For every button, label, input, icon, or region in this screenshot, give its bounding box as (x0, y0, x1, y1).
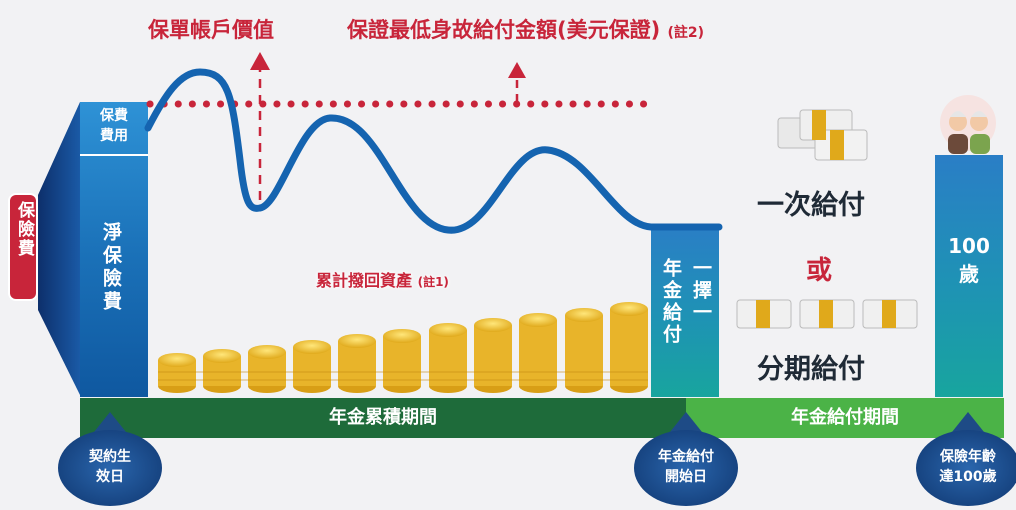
coin-stack-6 (383, 329, 421, 393)
coin-stack-2 (203, 349, 241, 393)
pin-contract-effective (58, 412, 162, 506)
payout-start-label: 年金給付開始日 (658, 449, 714, 485)
premium-column (80, 102, 148, 397)
annuity-payout-label: 年金給付 (660, 258, 682, 346)
money-bundle-icon-1 (736, 299, 792, 329)
coin-stack-9 (519, 313, 557, 393)
premium-fee-label: 保費費用 (100, 108, 128, 144)
account-value-label: 保單帳戶價值 (148, 18, 274, 42)
age-100-column (935, 155, 1003, 397)
coin-stack-8 (474, 318, 512, 393)
contract-effective-label: 契約生效日 (89, 449, 131, 485)
note2-label: (註2) (667, 25, 705, 41)
pin-payout-start (634, 412, 738, 506)
accumulation-period-label: 年金累積期間 (329, 407, 437, 428)
payout-bar (686, 398, 1004, 438)
coin-stack-7 (429, 323, 467, 393)
insured-age-100-label: 保險年齡達100歲 (939, 449, 997, 485)
coin-stack-1 (158, 353, 196, 393)
coin-stack-3 (248, 345, 286, 393)
age-100-label: 100歲 (948, 234, 990, 286)
coin-stack-5 (338, 334, 376, 393)
choose-one-label: 一擇一 (690, 258, 712, 324)
money-bundle-icon-2 (799, 299, 855, 329)
installment-label: 分期給付 (757, 354, 865, 385)
elderly-couple-icon (940, 95, 996, 154)
account-value-curve (144, 68, 723, 234)
coin-stack-10 (565, 308, 603, 393)
payout-period-label: 年金給付期間 (791, 407, 899, 428)
money-bundle-icon-3 (862, 299, 918, 329)
net-premium-label: 淨保險費 (100, 222, 122, 314)
min-death-benefit-label: 保證最低身故給付金額(美元保證) (註2) (347, 18, 705, 42)
coin-stack-4 (293, 340, 331, 393)
coin-stack-11 (610, 302, 648, 393)
pin-age-100 (916, 412, 1016, 506)
money-bundle-icon-top (777, 109, 868, 161)
lump-sum-label: 一次給付 (757, 190, 865, 221)
accumulated-assets-label: 累計撥回資產 (註1) (316, 271, 449, 290)
accumulation-bar (80, 398, 686, 438)
or-label: 或 (806, 256, 833, 286)
coin-stacks (158, 302, 648, 393)
note1-label: (註1) (417, 275, 449, 289)
premium-tag: 保險費 (10, 195, 36, 299)
annuity-box (651, 225, 719, 397)
premium-wedge (38, 102, 80, 395)
